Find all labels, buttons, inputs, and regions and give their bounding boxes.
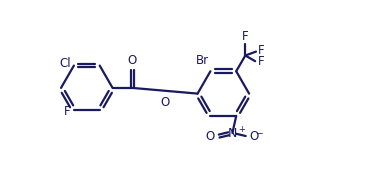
Text: F: F [257, 55, 264, 68]
Text: F: F [242, 30, 248, 43]
Text: Cl: Cl [59, 57, 71, 70]
Text: F: F [64, 105, 71, 118]
Text: +: + [238, 125, 244, 134]
Text: −: − [255, 128, 262, 137]
Text: O: O [128, 54, 137, 67]
Text: O: O [206, 129, 215, 142]
Text: Br: Br [195, 54, 208, 67]
Text: F: F [258, 44, 265, 57]
Text: O: O [160, 96, 169, 109]
Text: N: N [228, 126, 237, 139]
Text: O: O [249, 129, 258, 142]
